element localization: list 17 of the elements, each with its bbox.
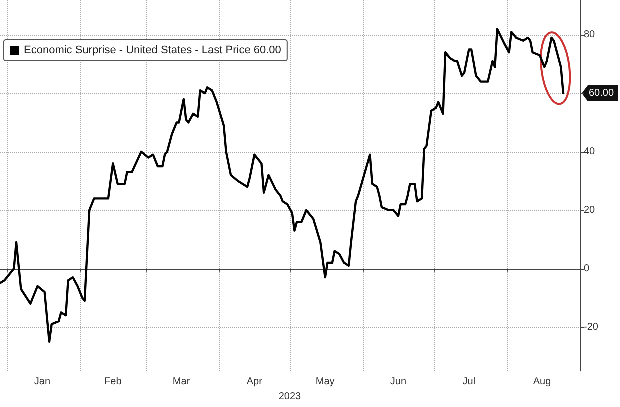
x-tick-label: Mar xyxy=(172,376,191,388)
x-tick-label: Apr xyxy=(246,376,264,388)
y-tick-label: 40 xyxy=(584,146,596,158)
y-tick-label: 20 xyxy=(584,204,596,216)
x-tick-label: May xyxy=(316,376,335,388)
x-tick-label: Aug xyxy=(533,376,552,388)
line-series xyxy=(0,28,565,343)
y-tick-label: -20 xyxy=(584,322,599,333)
annotation: 60.00 xyxy=(589,88,614,100)
legend-label: Economic Surprise - United States - Last Price 60.00 xyxy=(24,44,282,56)
x-tick-label: Jul xyxy=(462,376,476,388)
x-axis-title: 2023 xyxy=(278,392,302,402)
y-tick-label: 80 xyxy=(584,30,596,41)
y-tick-label: 0 xyxy=(584,263,590,274)
x-tick-label: Jun xyxy=(390,376,407,388)
x-tick-label: Feb xyxy=(104,376,122,388)
x-tick-label: Jan xyxy=(34,376,50,388)
